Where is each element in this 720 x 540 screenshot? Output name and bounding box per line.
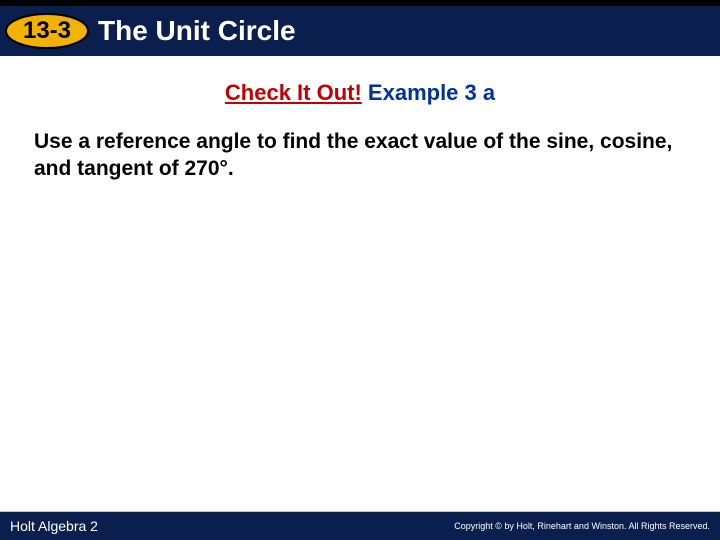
- slide-header: 13-3 The Unit Circle: [0, 6, 720, 56]
- slide-title: The Unit Circle: [98, 15, 296, 47]
- footer-book-title: Holt Algebra 2: [10, 518, 98, 534]
- copyright-text: Copyright © by Holt, Rinehart and Winsto…: [454, 521, 710, 531]
- check-it-out-label: Check It Out!: [225, 80, 362, 105]
- footer-copyright: Copyright © by Holt, Rinehart and Winsto…: [454, 521, 710, 531]
- slide-content: Check It Out! Example 3 a Use a referenc…: [0, 56, 720, 183]
- instruction-text: Use a reference angle to find the exact …: [30, 128, 690, 183]
- example-number-label: Example 3 a: [368, 80, 495, 105]
- slide-footer: Holt Algebra 2 Copyright © by Holt, Rine…: [0, 512, 720, 540]
- lesson-number: 13-3: [4, 17, 90, 45]
- example-heading: Check It Out! Example 3 a: [30, 80, 690, 106]
